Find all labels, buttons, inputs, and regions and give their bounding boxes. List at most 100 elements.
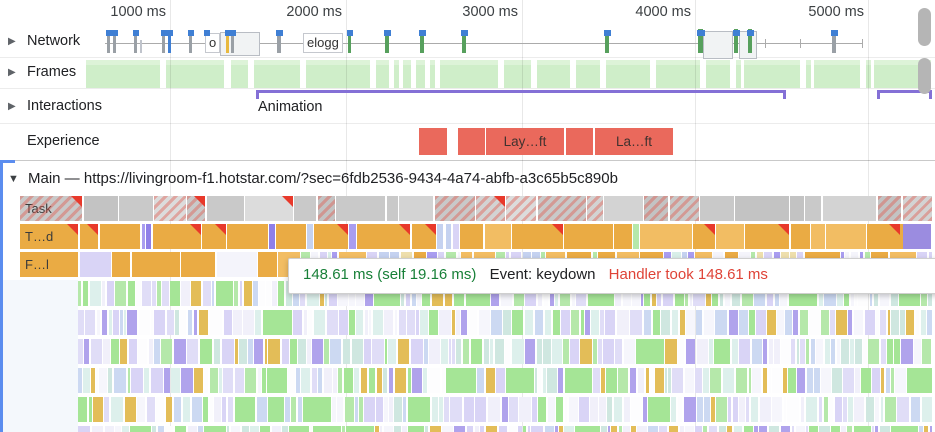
flame-event[interactable]	[454, 426, 466, 432]
flame-event[interactable]	[558, 368, 563, 393]
flame-event[interactable]	[769, 339, 774, 364]
flame-event[interactable]	[306, 224, 313, 249]
flame-event[interactable]	[383, 310, 393, 335]
flame-event[interactable]	[234, 368, 245, 393]
flame-event[interactable]	[729, 310, 739, 335]
flame-event[interactable]	[505, 339, 510, 364]
flame-event[interactable]	[653, 310, 661, 335]
flame-event[interactable]	[412, 368, 422, 393]
flame-event[interactable]	[631, 426, 636, 432]
flame-event[interactable]	[89, 397, 93, 422]
flame-event[interactable]	[275, 224, 306, 249]
flame-event[interactable]	[895, 368, 907, 393]
flame-event[interactable]	[783, 397, 787, 422]
flame-event[interactable]	[203, 368, 208, 393]
flame-event[interactable]	[193, 368, 203, 393]
layout-shift-block[interactable]	[419, 128, 447, 155]
flame-event[interactable]	[781, 339, 791, 364]
flame-event[interactable]	[113, 310, 119, 335]
flame-event[interactable]	[430, 426, 442, 432]
flame-event[interactable]	[734, 196, 789, 221]
flame-event[interactable]	[193, 310, 197, 335]
flame-event[interactable]	[114, 281, 126, 306]
flame-event[interactable]	[545, 426, 554, 432]
flame-event[interactable]	[564, 397, 567, 422]
flame-event[interactable]	[434, 196, 475, 221]
flame-event[interactable]	[766, 310, 776, 335]
chevron-right-icon[interactable]: ▶	[8, 67, 16, 78]
network-request-marker[interactable]	[107, 33, 110, 53]
flame-event[interactable]	[383, 368, 387, 393]
layout-shift-block[interactable]	[458, 128, 485, 155]
frame-block[interactable]	[537, 60, 570, 88]
flame-event[interactable]	[180, 252, 215, 277]
flame-event[interactable]	[685, 310, 696, 335]
flame-event[interactable]	[239, 281, 243, 306]
network-request-marker[interactable]	[140, 40, 142, 53]
frame-block[interactable]	[806, 60, 811, 88]
flame-event[interactable]	[93, 397, 104, 422]
flame-event[interactable]	[911, 397, 921, 422]
flame-event[interactable]	[188, 310, 192, 335]
flame-event[interactable]	[192, 397, 202, 422]
flame-event[interactable]	[234, 339, 239, 364]
flame-event[interactable]	[294, 196, 316, 221]
flame-event[interactable]	[216, 252, 257, 277]
flame-event[interactable]	[485, 426, 497, 432]
flame-event[interactable]	[448, 339, 452, 364]
flame-event[interactable]	[138, 310, 150, 335]
flame-event[interactable]	[441, 339, 448, 364]
flame-event[interactable]	[163, 368, 170, 393]
flame-event[interactable]	[142, 281, 152, 306]
flame-event[interactable]	[791, 426, 795, 432]
flame-event[interactable]	[226, 426, 229, 432]
flame-event[interactable]	[323, 339, 330, 364]
flame-event[interactable]	[890, 310, 900, 335]
flame-event[interactable]	[312, 339, 323, 364]
flame-event[interactable]	[581, 310, 585, 335]
flame-event[interactable]	[352, 339, 363, 364]
flame-event[interactable]	[118, 196, 154, 221]
flame-event[interactable]	[183, 397, 191, 422]
flame-event[interactable]	[202, 224, 227, 249]
flame-event[interactable]	[850, 339, 854, 364]
scrollbar-thumb[interactable]	[918, 58, 931, 94]
flame-event[interactable]	[154, 339, 161, 364]
flame-event[interactable]	[756, 310, 766, 335]
flame-event[interactable]	[861, 368, 872, 393]
flame-event[interactable]	[428, 339, 441, 364]
flame-event[interactable]	[797, 368, 806, 393]
flame-event[interactable]	[703, 310, 715, 335]
flame-event[interactable]	[216, 281, 234, 306]
flame-event[interactable]	[531, 426, 544, 432]
flame-event[interactable]	[664, 368, 667, 393]
flame-event[interactable]	[136, 281, 142, 306]
flame-event[interactable]	[810, 339, 815, 364]
flame-event[interactable]	[783, 368, 787, 393]
flame-event[interactable]	[535, 310, 543, 335]
flame-event[interactable]	[848, 397, 854, 422]
flame-event[interactable]	[78, 368, 83, 393]
flame-event[interactable]	[442, 426, 454, 432]
flame-event[interactable]	[769, 426, 779, 432]
flame-event[interactable]	[174, 339, 186, 364]
flame-event[interactable]	[564, 426, 574, 432]
flame-event[interactable]	[119, 339, 127, 364]
flame-event[interactable]	[494, 339, 505, 364]
flame-event[interactable]	[485, 368, 496, 393]
flame-event[interactable]	[444, 397, 450, 422]
flame-event[interactable]	[180, 368, 193, 393]
flame-event[interactable]	[835, 310, 847, 335]
flame-event[interactable]	[744, 224, 790, 249]
flame-event[interactable]	[376, 368, 383, 393]
flame-event[interactable]	[292, 310, 303, 335]
animation-span[interactable]	[877, 90, 932, 93]
flame-event[interactable]	[235, 397, 255, 422]
flame-event[interactable]	[749, 368, 752, 393]
flame-event[interactable]	[290, 339, 297, 364]
flame-event[interactable]	[709, 339, 713, 364]
flame-event[interactable]	[230, 426, 240, 432]
flame-event[interactable]	[197, 426, 204, 432]
chevron-right-icon[interactable]: ▶	[8, 101, 16, 112]
flame-event[interactable]	[733, 397, 738, 422]
